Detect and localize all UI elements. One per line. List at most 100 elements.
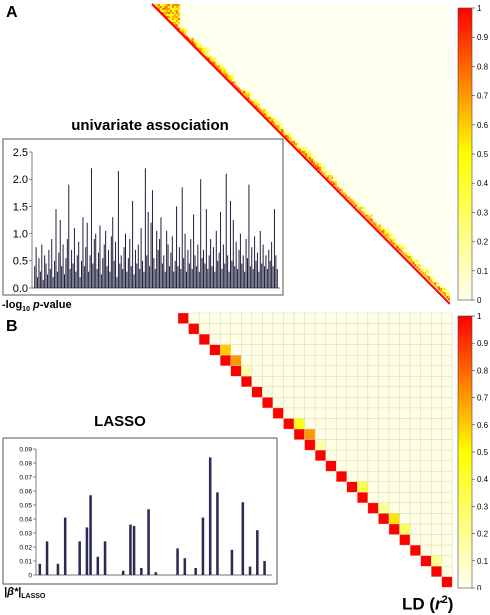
colorbar-tick-label: 0.6 — [477, 421, 489, 430]
ld-a-cell — [444, 288, 447, 291]
ld-a-cell — [173, 4, 177, 7]
ld-a-cell — [287, 135, 290, 138]
ld-a-cell — [221, 65, 224, 68]
ld-b-cell — [420, 471, 432, 483]
ld-a-cell — [404, 252, 407, 255]
ld-a-cell — [444, 292, 447, 295]
ld-a-cell — [253, 103, 256, 106]
ld-a-cell — [414, 264, 417, 267]
ld-a-cell — [320, 162, 324, 166]
ld-a-cell — [265, 115, 268, 118]
ld-a-cell — [167, 17, 171, 21]
ld-b-cell — [357, 333, 369, 345]
ld-a-cell — [412, 258, 415, 261]
ld-a-cell — [346, 196, 349, 199]
ld-a-cell — [299, 149, 302, 152]
ld-a-cell — [257, 105, 260, 108]
ld-a-cell — [175, 23, 179, 27]
ld-a-cell — [169, 11, 173, 15]
ld-a-cell — [267, 115, 270, 118]
ld-a-cell — [436, 286, 439, 289]
ld-a-cell — [271, 119, 274, 122]
ld-b-cell — [388, 428, 400, 440]
ld-b-diagonal-cell — [272, 407, 284, 419]
ld-b-cell — [251, 312, 263, 324]
ld-a-cell — [400, 248, 403, 251]
ld-b-diagonal-cell — [220, 355, 231, 366]
ld-b-cell — [430, 460, 442, 472]
y-tick-label: 1.5 — [13, 201, 28, 213]
ld-b-cell — [272, 355, 284, 366]
ld-a-cell — [442, 286, 445, 289]
ld-a-cell — [336, 186, 340, 190]
ld-label-suffix: ) — [447, 594, 454, 614]
ld-a-cell — [430, 276, 433, 279]
ld-a-cell — [406, 252, 409, 255]
ld-a-cell — [416, 264, 419, 267]
ld-b-cell — [272, 365, 284, 377]
ld-a-cell — [310, 153, 314, 156]
ld-a-cell — [334, 184, 338, 188]
ld-b-cell — [430, 365, 442, 377]
ld-a-cell — [348, 198, 351, 201]
ld-a-cell — [334, 182, 338, 186]
ld-b-cell — [272, 333, 284, 345]
ld-a-cell — [322, 170, 326, 174]
ld-a-cell — [231, 77, 234, 80]
ld-a-cell — [448, 296, 450, 299]
ld-b-cell — [409, 333, 421, 345]
ld-a-cell — [384, 230, 387, 233]
ld-a-cell — [312, 162, 316, 166]
ld-a-cell — [177, 9, 181, 13]
ld-a-cell — [195, 41, 198, 45]
ld-b-cell — [209, 323, 221, 335]
y-tick-label: 0.06 — [19, 488, 32, 495]
ld-a-cell — [316, 166, 320, 170]
ld-b-cell — [357, 376, 369, 388]
ld-a-cell — [277, 125, 280, 128]
ld-a-cell — [177, 5, 181, 9]
ld-b-cell — [388, 355, 400, 366]
ld-b-cell — [409, 344, 421, 356]
ld-a-cell — [352, 200, 355, 203]
ld-a-cell — [384, 232, 387, 235]
colorbar-b: 1 0.9 0.8 0.7 0.6 0.5 0.4 0.3 0.2 0.1 0 — [457, 312, 489, 590]
ld-a-cell — [414, 260, 417, 263]
ld-a-cell — [338, 188, 342, 192]
ld-b-diagonal-cell — [241, 376, 253, 388]
ld-b-cell — [388, 418, 400, 430]
ld-a-cell — [243, 93, 246, 96]
ld-a-cell — [257, 107, 260, 110]
ld-b-cell — [409, 407, 421, 419]
ld-b-cell — [441, 523, 453, 535]
ld-a-cell — [390, 236, 393, 239]
ld-b-cell — [336, 355, 348, 366]
ld-a-cell — [171, 19, 175, 23]
ld-a-cell — [169, 5, 173, 9]
colorbar-b-ticks: 1 0.9 0.8 0.7 0.6 0.5 0.4 0.3 0.2 0.1 0 — [472, 312, 489, 590]
ld-b-cell — [420, 449, 432, 461]
ld-a-cell — [249, 93, 252, 96]
ld-a-cell — [388, 238, 391, 241]
ld-b-cell — [430, 386, 442, 398]
ld-a-cell — [259, 107, 262, 110]
ld-a-cell — [394, 242, 397, 245]
ld-b-cell — [367, 471, 379, 483]
ld-b-cell — [325, 376, 337, 388]
ld-b-cell — [357, 344, 369, 356]
ld-a-cell — [279, 127, 282, 130]
ld-b-cell — [198, 312, 210, 324]
ld-b-cell — [409, 376, 421, 388]
ld-a-cell — [201, 47, 204, 50]
colorbar-a: 1 0.9 0.8 0.7 0.6 0.5 0.4 0.3 0.2 0.1 0 — [457, 4, 489, 305]
ld-b-cell — [241, 365, 253, 377]
lasso-frame — [2, 437, 278, 585]
ld-b-cell — [283, 333, 295, 345]
ld-a-cell — [205, 47, 208, 50]
ld-a-cell — [187, 37, 191, 41]
y-tick-label: 0.08 — [19, 460, 32, 467]
ld-b-cell — [251, 333, 263, 345]
ld-a-cell — [219, 69, 222, 72]
ld-b-cell — [441, 513, 453, 525]
ld-a-cell — [171, 5, 175, 9]
